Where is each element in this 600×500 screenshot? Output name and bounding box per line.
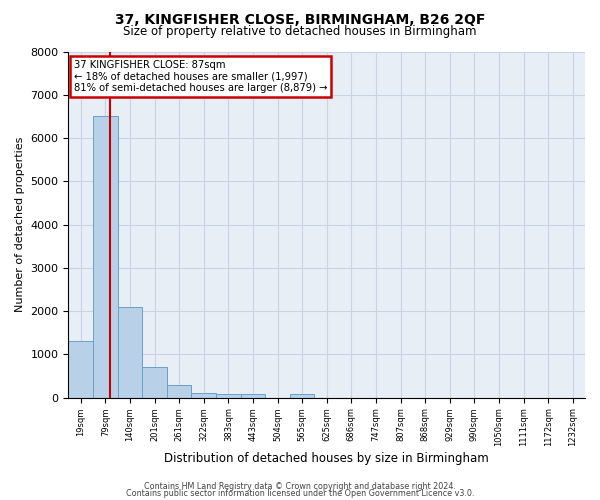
Bar (167, 384, 191, 398)
Bar (68, 342, 93, 398)
Bar (142, 368, 167, 398)
Text: Contains public sector information licensed under the Open Government Licence v3: Contains public sector information licen… (126, 490, 474, 498)
Text: 37 KINGFISHER CLOSE: 87sqm
← 18% of detached houses are smaller (1,997)
81% of s: 37 KINGFISHER CLOSE: 87sqm ← 18% of deta… (74, 60, 327, 94)
Bar (241, 394, 265, 398)
Bar (93, 116, 118, 398)
Bar (216, 394, 241, 398)
Bar (191, 392, 216, 398)
Text: 37, KINGFISHER CLOSE, BIRMINGHAM, B26 2QF: 37, KINGFISHER CLOSE, BIRMINGHAM, B26 2Q… (115, 12, 485, 26)
Text: Size of property relative to detached houses in Birmingham: Size of property relative to detached ho… (123, 25, 477, 38)
Bar (118, 307, 142, 398)
Y-axis label: Number of detached properties: Number of detached properties (15, 137, 25, 312)
X-axis label: Distribution of detached houses by size in Birmingham: Distribution of detached houses by size … (164, 452, 489, 465)
Text: Contains HM Land Registry data © Crown copyright and database right 2024.: Contains HM Land Registry data © Crown c… (144, 482, 456, 491)
Bar (290, 394, 314, 398)
